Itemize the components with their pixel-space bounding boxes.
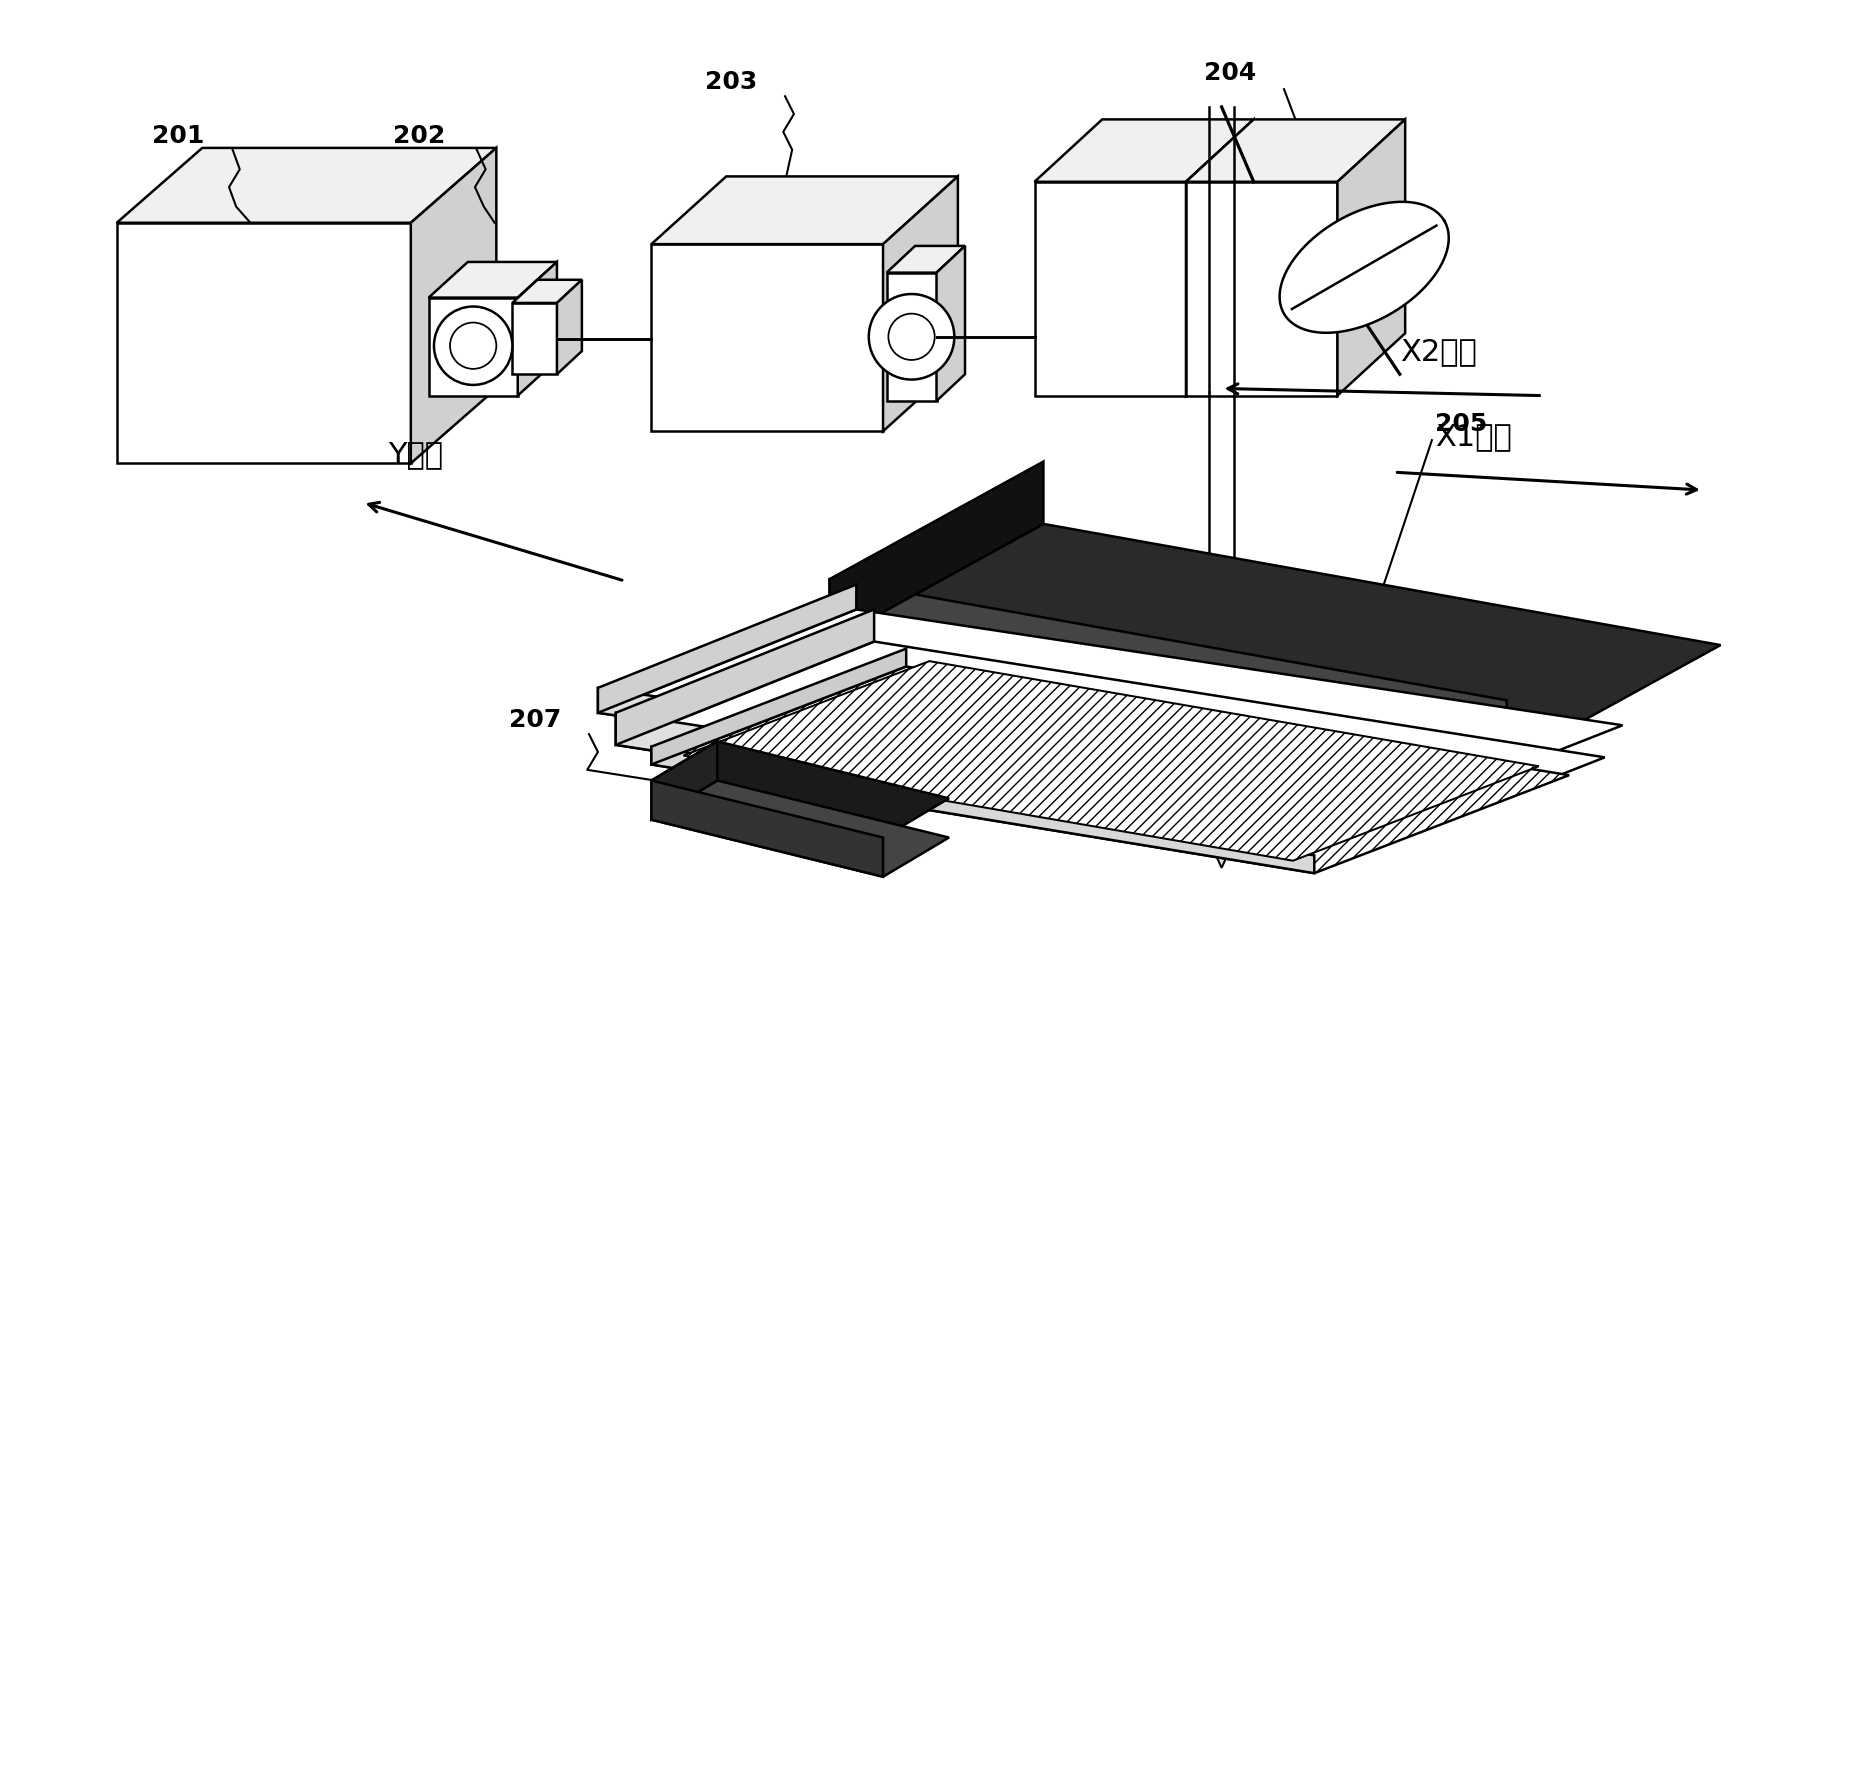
Polygon shape (517, 262, 556, 396)
Polygon shape (597, 584, 856, 713)
Polygon shape (429, 262, 556, 298)
Polygon shape (429, 298, 517, 396)
Text: 201: 201 (152, 123, 204, 148)
Polygon shape (652, 244, 882, 431)
Polygon shape (830, 524, 1721, 763)
Polygon shape (1186, 119, 1253, 396)
Ellipse shape (1137, 620, 1305, 681)
Text: 209: 209 (875, 702, 927, 727)
Polygon shape (513, 280, 583, 303)
Polygon shape (652, 741, 717, 820)
Text: 207: 207 (509, 707, 562, 732)
Polygon shape (1186, 182, 1337, 396)
Text: Y方向: Y方向 (388, 440, 442, 469)
Polygon shape (597, 609, 1622, 827)
Polygon shape (652, 781, 950, 877)
Text: 202: 202 (393, 123, 446, 148)
Polygon shape (616, 642, 1605, 859)
Polygon shape (1034, 119, 1253, 182)
Polygon shape (116, 148, 496, 223)
Ellipse shape (1137, 620, 1305, 681)
Polygon shape (652, 666, 1570, 873)
Text: X1方向: X1方向 (1435, 422, 1512, 451)
Polygon shape (1337, 119, 1405, 396)
Polygon shape (652, 649, 907, 764)
Polygon shape (886, 273, 936, 401)
Circle shape (869, 294, 955, 380)
Polygon shape (652, 741, 950, 838)
Polygon shape (1279, 201, 1448, 333)
Polygon shape (1186, 119, 1405, 182)
Polygon shape (882, 176, 957, 431)
Polygon shape (1034, 182, 1186, 396)
Text: 208: 208 (1004, 568, 1056, 593)
Polygon shape (684, 661, 1540, 861)
Polygon shape (1154, 718, 1289, 868)
Text: 205: 205 (1435, 412, 1487, 437)
Polygon shape (513, 303, 556, 374)
Ellipse shape (1088, 658, 1356, 757)
Polygon shape (616, 609, 875, 745)
Text: 206: 206 (1504, 752, 1555, 777)
Polygon shape (597, 688, 1364, 827)
Ellipse shape (1088, 602, 1356, 699)
Polygon shape (652, 176, 957, 244)
Polygon shape (936, 246, 965, 401)
Text: 203: 203 (704, 69, 757, 94)
Polygon shape (116, 223, 410, 463)
Polygon shape (886, 246, 965, 273)
Circle shape (435, 307, 513, 385)
Polygon shape (410, 148, 496, 463)
Polygon shape (652, 747, 1315, 873)
Polygon shape (830, 462, 1043, 642)
Polygon shape (616, 713, 1347, 859)
Text: 204: 204 (1204, 61, 1257, 86)
Text: X2方向: X2方向 (1399, 337, 1476, 365)
Polygon shape (556, 280, 583, 374)
Polygon shape (652, 781, 882, 877)
Polygon shape (830, 579, 1506, 763)
